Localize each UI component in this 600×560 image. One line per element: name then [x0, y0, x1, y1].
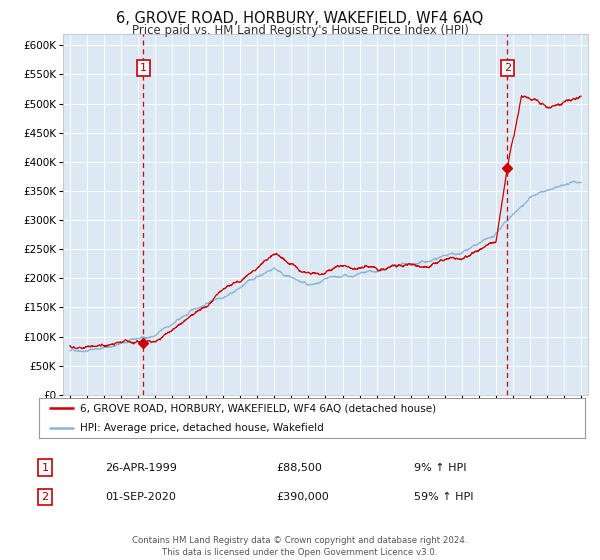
Text: 1: 1: [140, 63, 147, 73]
Text: 2: 2: [41, 492, 49, 502]
Text: 59% ↑ HPI: 59% ↑ HPI: [414, 492, 473, 502]
Text: 6, GROVE ROAD, HORBURY, WAKEFIELD, WF4 6AQ: 6, GROVE ROAD, HORBURY, WAKEFIELD, WF4 6…: [116, 11, 484, 26]
Text: HPI: Average price, detached house, Wakefield: HPI: Average price, detached house, Wake…: [80, 423, 324, 433]
Text: 9% ↑ HPI: 9% ↑ HPI: [414, 463, 467, 473]
Text: Contains HM Land Registry data © Crown copyright and database right 2024.
This d: Contains HM Land Registry data © Crown c…: [132, 536, 468, 557]
Text: £88,500: £88,500: [276, 463, 322, 473]
Text: 01-SEP-2020: 01-SEP-2020: [105, 492, 176, 502]
Text: 2: 2: [504, 63, 511, 73]
Text: Price paid vs. HM Land Registry's House Price Index (HPI): Price paid vs. HM Land Registry's House …: [131, 24, 469, 36]
Text: 26-APR-1999: 26-APR-1999: [105, 463, 177, 473]
Text: 6, GROVE ROAD, HORBURY, WAKEFIELD, WF4 6AQ (detached house): 6, GROVE ROAD, HORBURY, WAKEFIELD, WF4 6…: [80, 404, 436, 413]
Text: £390,000: £390,000: [276, 492, 329, 502]
Text: 1: 1: [41, 463, 49, 473]
